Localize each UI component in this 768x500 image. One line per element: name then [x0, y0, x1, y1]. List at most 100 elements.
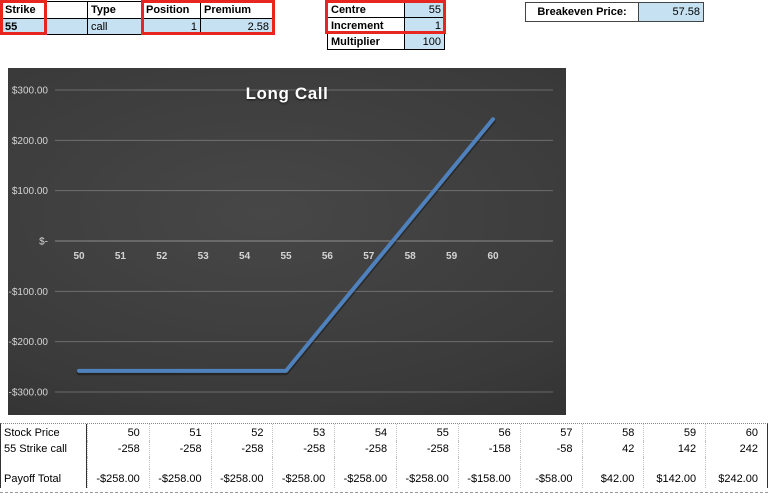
stock-price-cell-55[interactable]: 55 [396, 424, 458, 441]
strike-call-value-cell-53[interactable]: -258 [272, 441, 334, 457]
spacer-cell-59[interactable] [643, 457, 705, 469]
stock-price-cell-60[interactable]: 60 [705, 424, 767, 441]
payoff-total-cell-59[interactable]: $142.00 [643, 469, 705, 488]
spacer-cell-52[interactable] [210, 457, 273, 469]
increment-value-cell[interactable]: 1 [405, 18, 445, 34]
stock-price-cell-58[interactable]: 58 [581, 424, 644, 441]
payoff-total-cell-53[interactable]: -$ 258.00 [272, 469, 334, 488]
strike-call-row-label[interactable]: 55 Strike call [1, 441, 87, 457]
payoff-chart[interactable]: Long Call $300.00 $200.00 $100.00 $- -$100.0… [8, 68, 566, 415]
spacer-cell-57[interactable] [519, 457, 582, 469]
breakeven-value-cell[interactable]: 57.58 [639, 3, 704, 22]
position-value-cell[interactable]: 1 [143, 19, 201, 35]
centre-value-cell[interactable]: 55 [405, 2, 445, 18]
x-axis-tick-label: 60 [487, 251, 499, 262]
spacer-cell-53[interactable] [272, 457, 334, 469]
strike-call-value-cell-56[interactable]: -158 [457, 441, 520, 457]
y-axis-tick-label: -$100.00 [9, 287, 49, 298]
strike-call-value-cell-60[interactable]: 242 [705, 441, 767, 457]
payoff-line-series [77, 117, 495, 373]
currency-sign: -$ [220, 472, 230, 485]
spacer-cell-55[interactable] [396, 457, 458, 469]
chart-settings-table: Centre 55 Increment 1 Multiplier 100 [327, 1, 445, 50]
position-header-cell[interactable]: Position [143, 2, 201, 19]
currency-sign: -$ [343, 472, 354, 485]
x-axis-tick-label: 54 [239, 251, 251, 262]
stock-price-cell-56[interactable]: 56 [457, 424, 520, 441]
currency-amount: 258.00 [415, 472, 449, 485]
strike-call-value-cell-54[interactable]: -258 [334, 441, 396, 457]
stock-price-row-label[interactable]: Stock Price [1, 424, 87, 441]
currency-amount: 242.00 [724, 472, 758, 485]
currency-amount: 42.00 [606, 472, 635, 485]
spacer-cell-51[interactable] [148, 457, 211, 469]
currency-sign: -$ [281, 472, 292, 485]
currency-sign: -$ [158, 472, 168, 485]
strike-call-value-cell-50[interactable]: -258 [87, 441, 149, 457]
stock-price-cell-50[interactable]: 50 [87, 424, 149, 441]
payoff-data-table: Stock Price 50 51 52 53 54 55 56 57 58 59 60 55 Stri… [0, 423, 768, 488]
payoff-total-cell-57[interactable]: -$ 58.00 [519, 469, 582, 488]
payoff-total-cell-58[interactable]: $42.00 [581, 469, 644, 488]
strike-header-cell[interactable]: Strike [2, 2, 47, 19]
strike-call-value-cell-51[interactable]: -258 [148, 441, 211, 457]
strike-call-value-cell-59[interactable]: 142 [643, 441, 705, 457]
payoff-total-cell-60[interactable]: $242.00 [705, 469, 767, 488]
stock-price-cell-54[interactable]: 54 [334, 424, 396, 441]
premium-value-cell[interactable]: 2.58 [201, 19, 273, 35]
x-axis-tick-label: 58 [405, 251, 417, 262]
payoff-total-cell-50[interactable]: -$ 258.00 [87, 469, 149, 488]
stock-price-cell-59[interactable]: 59 [643, 424, 705, 441]
type-value-cell[interactable]: call [88, 19, 143, 35]
chart-title: Long Call [245, 84, 329, 103]
x-axis-tick-label: 51 [115, 251, 127, 262]
breakeven-table: Breakeven Price: 57.58 [525, 2, 704, 22]
currency-amount: 258.00 [106, 472, 140, 485]
payoff-total-row-label[interactable]: Payoff Total [1, 469, 87, 488]
page-break-dashed-line [0, 492, 768, 493]
payoff-total-cell-55[interactable]: -$ 258.00 [396, 469, 458, 488]
increment-label-cell[interactable]: Increment [328, 18, 405, 34]
payoff-total-cell-56[interactable]: -$ 158.00 [457, 469, 520, 488]
centre-label-cell[interactable]: Centre [328, 2, 405, 18]
spacer-row-label[interactable] [1, 457, 87, 469]
currency-sign: $ [718, 472, 725, 485]
stock-price-cell-51[interactable]: 51 [148, 424, 211, 441]
stock-price-cell-52[interactable]: 52 [210, 424, 273, 441]
currency-sign: -$ [405, 472, 416, 485]
stock-price-cell-57[interactable]: 57 [519, 424, 582, 441]
multiplier-value-cell[interactable]: 100 [405, 34, 445, 50]
payoff-total-cell-51[interactable]: -$ 258.00 [148, 469, 211, 488]
spacer-cell-58[interactable] [581, 457, 644, 469]
stock-price-cell-53[interactable]: 53 [272, 424, 334, 441]
currency-sign: -$ [467, 472, 478, 485]
spacer-cell-56[interactable] [457, 457, 520, 469]
currency-sign: -$ [535, 472, 545, 485]
premium-header-cell[interactable]: Premium [201, 2, 273, 19]
blank-value-cell[interactable] [47, 19, 88, 35]
y-axis-tick-label: $- [39, 237, 48, 248]
y-axis-tick-label: $100.00 [12, 186, 49, 197]
strike-call-value-cell-55[interactable]: -258 [396, 441, 458, 457]
type-header-cell[interactable]: Type [88, 2, 143, 19]
payoff-total-cell-52[interactable]: -$ 258.00 [210, 469, 273, 488]
strike-call-value-cell-58[interactable]: 42 [581, 441, 644, 457]
x-axis-tick-label: 50 [73, 251, 85, 262]
payoff-total-cell-54[interactable]: -$ 258.00 [334, 469, 396, 488]
currency-amount: 142.00 [662, 472, 697, 485]
y-axis-tick-label: -$200.00 [9, 337, 49, 348]
x-axis-tick-label: 53 [198, 251, 210, 262]
spacer-cell-54[interactable] [334, 457, 396, 469]
currency-amount: 158.00 [477, 472, 511, 485]
strike-value-cell[interactable]: 55 [2, 19, 47, 35]
payoff-line-shadow [76, 118, 496, 376]
blank-header-cell[interactable] [47, 2, 88, 19]
strike-call-value-cell-57[interactable]: -58 [519, 441, 582, 457]
spacer-cell-60[interactable] [705, 457, 767, 469]
strike-call-value-cell-52[interactable]: -258 [210, 441, 273, 457]
breakeven-label-cell[interactable]: Breakeven Price: [526, 3, 639, 22]
x-axis-tick-label: 52 [156, 251, 168, 262]
spacer-cell-50[interactable] [87, 457, 149, 469]
multiplier-label-cell[interactable]: Multiplier [328, 34, 405, 50]
